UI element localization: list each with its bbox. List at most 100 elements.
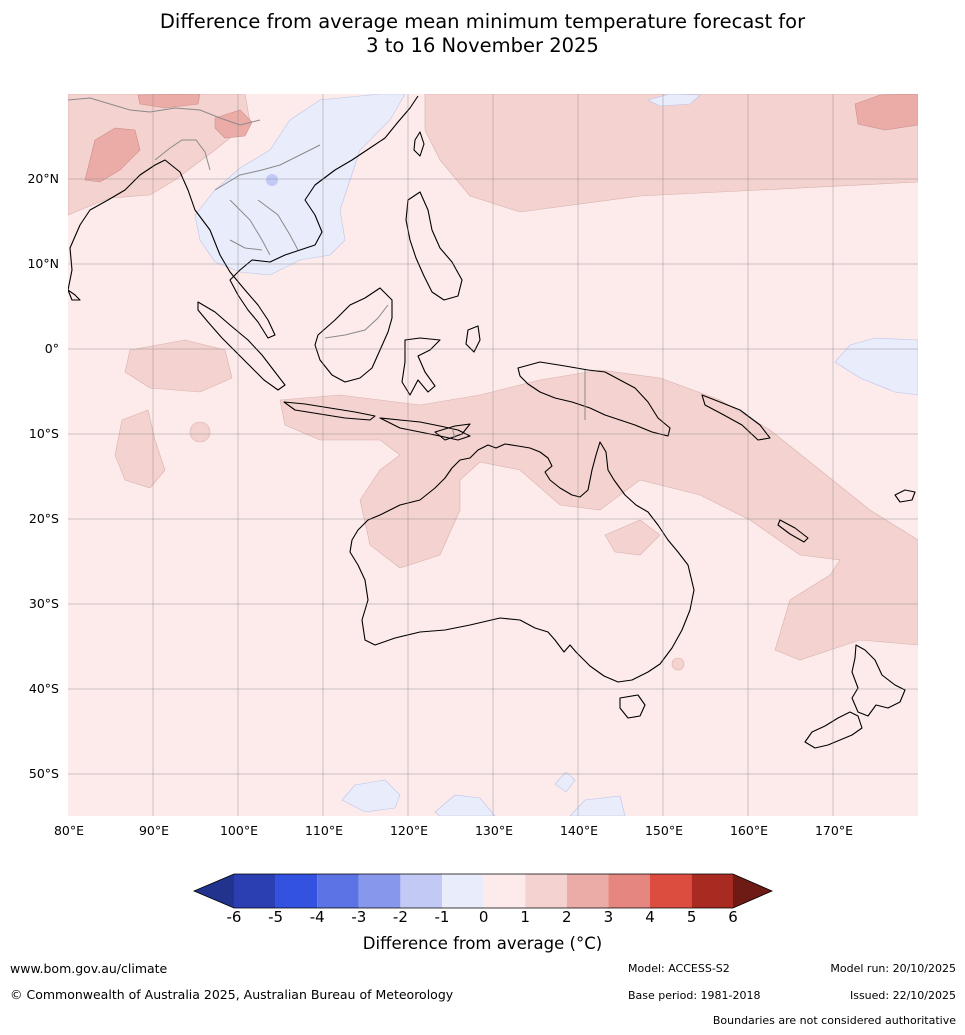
lon-label: 140°E xyxy=(560,823,598,838)
colorbar-tick-label: 1 xyxy=(520,908,530,926)
coast-java xyxy=(283,401,376,421)
lat-label: 10°S xyxy=(29,426,59,441)
coast-asia-mainland xyxy=(68,95,419,339)
base-period: Base period: 1981-2018 xyxy=(628,989,761,1002)
anomaly-region-southern-ocean-cool-1 xyxy=(341,779,401,813)
anomaly-region-nz-east xyxy=(671,657,685,671)
country-boundaries xyxy=(68,97,586,439)
colorbar-segment xyxy=(358,874,401,908)
colorbar-segment xyxy=(566,874,609,908)
anomaly-region-east-australia xyxy=(604,519,661,556)
colorbar-tick-label: -4 xyxy=(310,908,325,926)
coast-new-caledonia xyxy=(777,519,809,543)
anomaly-region-pacific-cool xyxy=(834,337,918,396)
coast-taiwan xyxy=(413,131,425,157)
colorbar-segment xyxy=(317,874,359,908)
colorbar-title: Difference from average (°C) xyxy=(362,934,603,953)
colorbar-segment xyxy=(400,874,442,908)
coast-fiji xyxy=(894,489,916,503)
lon-label: 130°E xyxy=(475,823,513,838)
lon-label: 80°E xyxy=(54,823,84,838)
anomaly-region-southern-ocean-cool-2 xyxy=(434,794,496,816)
gridlines xyxy=(68,94,918,816)
colorbar-tick-label: 6 xyxy=(728,908,738,926)
anomaly-region-cool-spot xyxy=(266,174,278,186)
coastlines xyxy=(68,95,916,749)
coast-tasmania xyxy=(619,694,646,719)
anomaly-region-southern-ocean-cool-3 xyxy=(554,771,576,793)
coast-sumatra xyxy=(197,301,286,391)
lon-label: 120°E xyxy=(390,823,428,838)
lat-label: 10°N xyxy=(27,256,59,271)
colorbar-segment xyxy=(608,874,650,908)
coast-new-zealand-north xyxy=(851,644,906,717)
anomaly-region-south-band xyxy=(279,369,918,661)
colorbar-segment xyxy=(650,874,692,908)
coast-nusa-tenggara xyxy=(379,417,471,441)
lon-label: 170°E xyxy=(815,823,853,838)
colorbar-tick-label: 2 xyxy=(562,908,572,926)
coast-sulawesi xyxy=(401,337,441,396)
lat-label: 0° xyxy=(45,341,59,356)
colorbar xyxy=(192,873,774,909)
chart-title: Difference from average mean minimum tem… xyxy=(0,10,965,58)
issued-date: Issued: 22/10/2025 xyxy=(849,989,956,1002)
colorbar-segment xyxy=(691,874,734,908)
anomaly-region-indian-ocean xyxy=(124,339,233,393)
anomaly-region-china-warm xyxy=(214,109,253,139)
colorbar-segment xyxy=(442,874,484,908)
colorbar-extend-low xyxy=(194,874,234,908)
coast-sri-lanka xyxy=(68,289,81,301)
colorbar-tick-label: -2 xyxy=(393,908,408,926)
anomaly-region-small xyxy=(189,421,211,443)
colorbar-segment xyxy=(483,874,526,908)
anomaly-region-pacific-warm xyxy=(854,94,918,131)
lat-label: 20°N xyxy=(27,171,59,186)
lon-label: 160°E xyxy=(730,823,768,838)
latitude-labels: 20°N 10°N 0° 10°S 20°S 30°S 40°S 50°S xyxy=(27,171,59,781)
longitude-labels: 80°E 90°E 100°E 110°E 120°E 130°E 140°E … xyxy=(54,823,853,838)
colorbar-extend-high xyxy=(733,874,772,908)
boundary-borneo xyxy=(324,304,389,339)
anomaly-region-northwest xyxy=(68,94,251,216)
coast-philippines xyxy=(405,191,463,301)
colorbar-segment xyxy=(525,874,567,908)
lat-label: 40°S xyxy=(29,681,59,696)
lat-label: 30°S xyxy=(29,596,59,611)
anomaly-fields xyxy=(68,94,918,816)
anomaly-region-indochina-cool xyxy=(194,94,406,276)
colorbar-tick-label: -1 xyxy=(435,908,450,926)
colorbar-tick-label: -6 xyxy=(227,908,242,926)
colorbar-tick-label: -5 xyxy=(268,908,283,926)
coast-australia xyxy=(349,441,695,683)
anomaly-region-himalaya-warm xyxy=(137,94,201,109)
boundary-timor xyxy=(451,427,456,439)
coast-borneo xyxy=(314,287,393,383)
copyright-notice: © Commonwealth of Australia 2025, Austra… xyxy=(10,987,454,1002)
colorbar-tick-label: 0 xyxy=(479,908,489,926)
boundary-myanmar xyxy=(154,139,211,171)
colorbar-tick-label: -3 xyxy=(351,908,366,926)
colorbar-segment xyxy=(234,874,276,908)
model-name: Model: ACCESS-S2 xyxy=(628,962,730,975)
anomaly-region-north-pacific xyxy=(424,94,918,213)
colorbar-tick-label: 3 xyxy=(604,908,614,926)
coast-timor xyxy=(434,423,471,441)
lon-label: 150°E xyxy=(645,823,683,838)
colorbar-outline xyxy=(192,873,774,909)
lat-label: 20°S xyxy=(29,511,59,526)
lat-label: 50°S xyxy=(29,766,59,781)
colorbar-segment xyxy=(275,874,318,908)
lon-label: 110°E xyxy=(305,823,343,838)
model-run-date: Model run: 20/10/2025 xyxy=(830,962,956,975)
anomaly-region-equator-cool xyxy=(647,94,701,107)
boundary-himalaya xyxy=(68,97,261,126)
colorbar-tick-label: 4 xyxy=(645,908,655,926)
title-line-1: Difference from average mean minimum tem… xyxy=(159,10,806,33)
coast-solomon-islands xyxy=(701,394,771,441)
colorbar-ticks: -6 -5 -4 -3 -2 -1 0 1 2 3 4 5 6 xyxy=(227,908,738,926)
website-link[interactable]: www.bom.gov.au/climate xyxy=(10,961,168,976)
lon-label: 100°E xyxy=(220,823,258,838)
boundary-disclaimer: Boundaries are not considered authoritat… xyxy=(712,1014,956,1027)
